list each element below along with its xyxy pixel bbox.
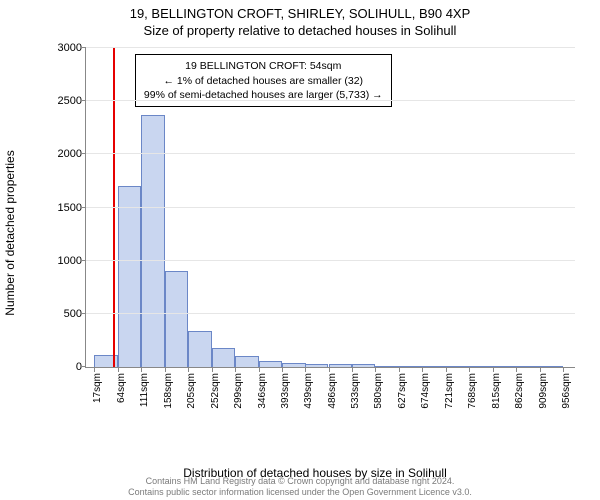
x-tick-mark: [563, 367, 564, 372]
histogram-bar: [493, 366, 516, 367]
histogram-bar: [399, 366, 422, 367]
y-tick-label: 500: [64, 308, 86, 320]
histogram-bar: [422, 366, 445, 367]
y-tick-label: 2500: [58, 95, 86, 107]
y-tick-label: 2000: [58, 148, 86, 160]
x-tick-label: 111sqm: [139, 373, 150, 407]
x-tick-label: 674sqm: [420, 373, 431, 409]
attribution-line-1: Contains HM Land Registry data © Crown c…: [0, 476, 600, 487]
x-tick-mark: [493, 367, 494, 372]
histogram-bar: [188, 331, 211, 367]
plot-area: 19 BELLINGTON CROFT: 54sqm ← 1% of detac…: [85, 48, 575, 368]
x-tick-label: 64sqm: [116, 373, 127, 403]
x-tick-mark: [329, 367, 330, 372]
grid-line: [86, 153, 575, 154]
x-tick-mark: [259, 367, 260, 372]
x-tick-mark: [212, 367, 213, 372]
grid-line: [86, 260, 575, 261]
histogram-bar: [516, 366, 539, 367]
annotation-line-1: 19 BELLINGTON CROFT: 54sqm: [144, 59, 383, 73]
y-tick-mark: [81, 313, 86, 314]
grid-line: [86, 100, 575, 101]
x-tick-mark: [422, 367, 423, 372]
y-tick-mark: [81, 260, 86, 261]
title-block: 19, BELLINGTON CROFT, SHIRLEY, SOLIHULL,…: [0, 0, 600, 40]
x-tick-label: 17sqm: [92, 373, 103, 403]
grid-line: [86, 47, 575, 48]
histogram-bar: [282, 363, 305, 367]
histogram-bar: [375, 366, 398, 367]
histogram-bar: [118, 186, 141, 367]
x-tick-label: 205sqm: [186, 373, 197, 409]
x-tick-label: 721sqm: [444, 373, 455, 409]
plot-wrap: Number of detached properties 19 BELLING…: [55, 48, 575, 418]
x-tick-mark: [446, 367, 447, 372]
x-tick-label: 768sqm: [467, 373, 478, 409]
title-line-2: Size of property relative to detached ho…: [0, 23, 600, 40]
attribution: Contains HM Land Registry data © Crown c…: [0, 476, 600, 499]
grid-line: [86, 313, 575, 314]
y-tick-mark: [81, 366, 86, 367]
x-tick-label: 393sqm: [280, 373, 291, 409]
x-tick-mark: [352, 367, 353, 372]
x-tick-label: 299sqm: [233, 373, 244, 409]
y-tick-label: 0: [76, 361, 86, 373]
x-tick-label: 346sqm: [257, 373, 268, 409]
x-tick-label: 158sqm: [163, 373, 174, 409]
x-tick-mark: [118, 367, 119, 372]
x-tick-mark: [399, 367, 400, 372]
x-tick-mark: [469, 367, 470, 372]
x-tick-mark: [141, 367, 142, 372]
x-tick-label: 862sqm: [514, 373, 525, 409]
x-tick-mark: [94, 367, 95, 372]
x-tick-label: 439sqm: [303, 373, 314, 409]
x-tick-mark: [165, 367, 166, 372]
attribution-line-2: Contains public sector information licen…: [0, 487, 600, 498]
annotation-box: 19 BELLINGTON CROFT: 54sqm ← 1% of detac…: [135, 54, 392, 107]
y-tick-label: 1500: [58, 202, 86, 214]
x-tick-mark: [235, 367, 236, 372]
x-tick-mark: [516, 367, 517, 372]
histogram-bar: [212, 348, 235, 367]
annotation-line-2: ← 1% of detached houses are smaller (32): [144, 74, 383, 88]
histogram-bar: [469, 366, 492, 367]
x-tick-label: 580sqm: [373, 373, 384, 409]
y-tick-mark: [81, 100, 86, 101]
x-tick-label: 533sqm: [350, 373, 361, 409]
x-tick-mark: [305, 367, 306, 372]
x-tick-mark: [540, 367, 541, 372]
x-tick-label: 627sqm: [397, 373, 408, 409]
histogram-bar: [235, 356, 258, 367]
x-tick-label: 486sqm: [327, 373, 338, 409]
histogram-bar: [446, 366, 469, 367]
histogram-bar: [165, 271, 188, 367]
marker-line: [113, 48, 115, 367]
chart-container: 19, BELLINGTON CROFT, SHIRLEY, SOLIHULL,…: [0, 0, 600, 500]
x-tick-label: 956sqm: [561, 373, 572, 409]
x-tick-mark: [375, 367, 376, 372]
histogram-bar: [540, 366, 563, 367]
y-tick-label: 1000: [58, 255, 86, 267]
y-tick-mark: [81, 47, 86, 48]
x-tick-label: 252sqm: [210, 373, 221, 409]
title-line-1: 19, BELLINGTON CROFT, SHIRLEY, SOLIHULL,…: [0, 6, 600, 23]
y-tick-mark: [81, 207, 86, 208]
histogram-bar: [259, 361, 282, 367]
y-axis-label: Number of detached properties: [3, 150, 17, 315]
histogram-bar: [305, 364, 328, 367]
x-tick-mark: [188, 367, 189, 372]
histogram-bar: [352, 364, 375, 367]
x-tick-label: 815sqm: [491, 373, 502, 409]
histogram-bar: [329, 364, 352, 367]
x-tick-mark: [282, 367, 283, 372]
y-tick-label: 3000: [58, 42, 86, 54]
grid-line: [86, 207, 575, 208]
y-tick-mark: [81, 153, 86, 154]
x-tick-label: 909sqm: [538, 373, 549, 409]
